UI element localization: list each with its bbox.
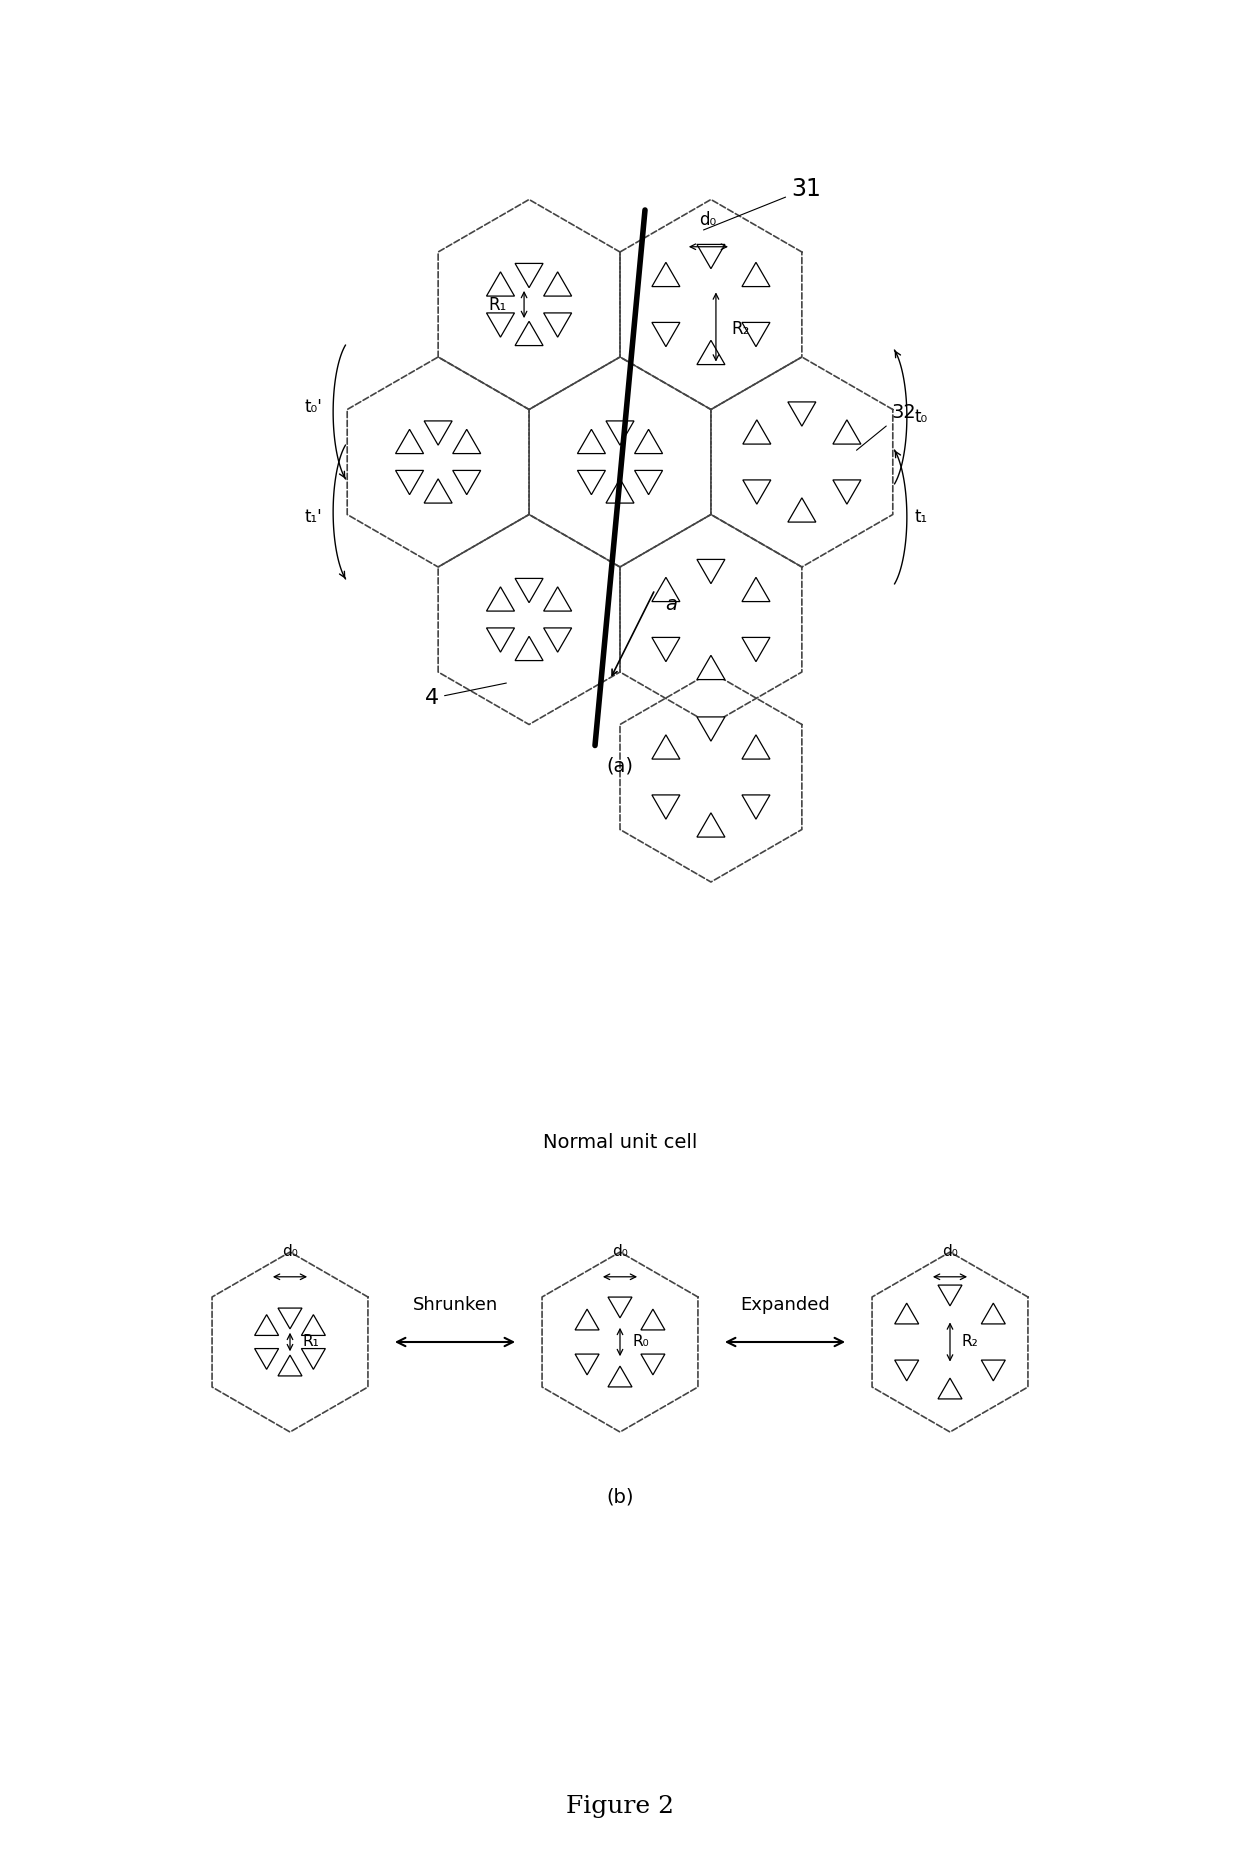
Polygon shape <box>453 471 481 495</box>
Polygon shape <box>575 1354 599 1374</box>
Polygon shape <box>453 430 481 454</box>
Text: R₀: R₀ <box>632 1335 649 1350</box>
Text: R₁: R₁ <box>489 296 507 313</box>
Polygon shape <box>543 313 572 337</box>
Polygon shape <box>742 263 770 287</box>
Text: t₀: t₀ <box>914 408 928 426</box>
Polygon shape <box>608 1367 632 1387</box>
Text: t₀': t₀' <box>304 398 322 415</box>
Polygon shape <box>254 1315 279 1335</box>
Polygon shape <box>486 627 515 652</box>
Polygon shape <box>515 579 543 603</box>
Polygon shape <box>424 421 453 445</box>
Text: d₀: d₀ <box>699 210 717 229</box>
Polygon shape <box>981 1359 1006 1382</box>
Text: 32: 32 <box>857 402 916 451</box>
Polygon shape <box>652 637 680 661</box>
Text: R₂: R₂ <box>730 320 749 339</box>
Polygon shape <box>278 1356 303 1376</box>
Polygon shape <box>742 795 770 819</box>
Polygon shape <box>697 655 725 680</box>
Polygon shape <box>278 1309 303 1329</box>
Polygon shape <box>743 419 771 443</box>
Polygon shape <box>301 1315 325 1335</box>
Polygon shape <box>697 814 725 838</box>
Polygon shape <box>742 577 770 601</box>
Polygon shape <box>981 1303 1006 1324</box>
Polygon shape <box>833 480 861 505</box>
Polygon shape <box>635 430 662 454</box>
Text: Figure 2: Figure 2 <box>565 1795 675 1819</box>
Text: (b): (b) <box>606 1488 634 1506</box>
Polygon shape <box>697 244 725 268</box>
Polygon shape <box>641 1309 665 1329</box>
Polygon shape <box>578 430 605 454</box>
Polygon shape <box>641 1354 665 1374</box>
Polygon shape <box>743 480 771 505</box>
Polygon shape <box>515 637 543 661</box>
Polygon shape <box>486 587 515 611</box>
Polygon shape <box>396 430 424 454</box>
Polygon shape <box>895 1303 919 1324</box>
Polygon shape <box>543 627 572 652</box>
Polygon shape <box>424 479 453 503</box>
Polygon shape <box>652 735 680 760</box>
Polygon shape <box>606 479 634 503</box>
Text: Expanded: Expanded <box>740 1296 830 1315</box>
Polygon shape <box>606 421 634 445</box>
Polygon shape <box>578 471 605 495</box>
Polygon shape <box>697 341 725 365</box>
Polygon shape <box>742 735 770 760</box>
Polygon shape <box>254 1348 279 1369</box>
Polygon shape <box>396 471 424 495</box>
Text: R₁: R₁ <box>303 1335 319 1350</box>
Text: d₀: d₀ <box>942 1244 959 1259</box>
Text: (a): (a) <box>606 758 634 776</box>
Polygon shape <box>575 1309 599 1329</box>
Polygon shape <box>486 313 515 337</box>
Text: a: a <box>665 594 677 613</box>
Polygon shape <box>742 322 770 346</box>
Polygon shape <box>515 263 543 287</box>
Polygon shape <box>697 717 725 741</box>
Polygon shape <box>543 587 572 611</box>
Polygon shape <box>608 1298 632 1318</box>
Polygon shape <box>652 263 680 287</box>
Polygon shape <box>543 272 572 296</box>
Text: d₀: d₀ <box>613 1244 627 1259</box>
Text: Shrunken: Shrunken <box>413 1296 497 1315</box>
Text: 4: 4 <box>425 683 506 708</box>
Polygon shape <box>742 637 770 661</box>
Text: t₁: t₁ <box>914 508 928 525</box>
Polygon shape <box>787 497 816 521</box>
Text: t₁': t₁' <box>304 508 322 525</box>
Polygon shape <box>895 1359 919 1382</box>
Polygon shape <box>787 402 816 426</box>
Polygon shape <box>652 795 680 819</box>
Text: R₂: R₂ <box>962 1335 978 1350</box>
Polygon shape <box>635 471 662 495</box>
Polygon shape <box>833 419 861 443</box>
Polygon shape <box>301 1348 325 1369</box>
Text: Normal unit cell: Normal unit cell <box>543 1132 697 1151</box>
Polygon shape <box>937 1378 962 1398</box>
Polygon shape <box>652 577 680 601</box>
Text: 31: 31 <box>703 177 821 231</box>
Polygon shape <box>937 1285 962 1305</box>
Polygon shape <box>515 322 543 346</box>
Polygon shape <box>697 559 725 583</box>
Polygon shape <box>652 322 680 346</box>
Polygon shape <box>486 272 515 296</box>
Text: d₀: d₀ <box>281 1244 298 1259</box>
